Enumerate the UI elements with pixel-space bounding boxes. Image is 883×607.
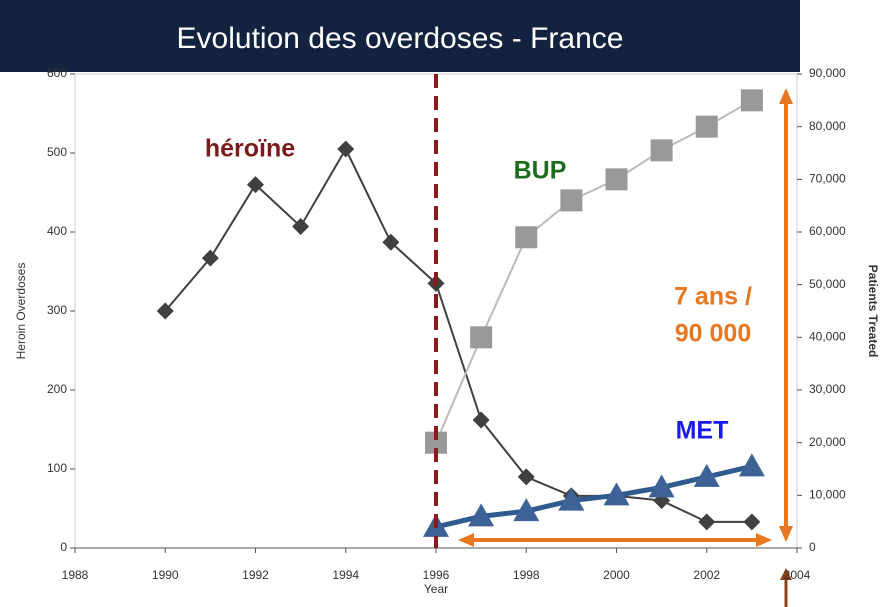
y2-axis-label: Patients Treated	[866, 265, 880, 358]
y-tick-label: 400	[47, 224, 67, 238]
y-axis-label: Heroin Overdoses	[14, 263, 28, 360]
y2-tick-label: 60,000	[809, 224, 846, 238]
y2-tick-label: 50,000	[809, 277, 846, 291]
y-tick-label: 100	[47, 461, 67, 475]
y2-tick-label: 70,000	[809, 172, 846, 186]
marker	[470, 326, 493, 349]
x-tick-label: 1988	[62, 568, 89, 582]
y2-tick-label: 10,000	[809, 488, 846, 502]
marker	[698, 513, 716, 531]
x-axis-label: Year	[424, 582, 448, 596]
series-label: MET	[676, 417, 729, 445]
marker	[156, 302, 174, 320]
y2-tick-label: 0	[809, 540, 816, 554]
marker	[695, 115, 718, 138]
marker	[603, 482, 630, 506]
marker	[693, 463, 720, 487]
series-label: BUP	[514, 157, 567, 185]
x-tick-label: 2002	[693, 568, 720, 582]
marker	[382, 233, 400, 251]
marker	[517, 468, 535, 486]
x-tick-label: 1996	[423, 568, 450, 582]
arrow-head	[458, 533, 474, 547]
y-tick-label: 500	[47, 145, 67, 159]
y2-tick-label: 90,000	[809, 66, 846, 80]
arrows	[458, 88, 793, 607]
marker	[247, 176, 264, 194]
marker	[650, 139, 673, 162]
x-tick-label: 1998	[513, 568, 540, 582]
annotation: 90 000	[675, 320, 751, 348]
marker	[648, 474, 675, 498]
x-tick-label: 1992	[242, 568, 269, 582]
annotation: 7 ans /	[674, 283, 752, 311]
arrow-head	[779, 88, 793, 104]
marker	[513, 498, 540, 522]
marker	[337, 140, 355, 158]
x-tick-label: 2004	[784, 568, 811, 582]
series-label: héroïne	[205, 135, 295, 163]
x-tick-label: 1994	[332, 568, 359, 582]
marker	[738, 453, 765, 477]
marker	[605, 168, 628, 191]
marker	[425, 431, 447, 454]
chart-title: Evolution des overdoses - France	[177, 22, 624, 55]
y2-tick-label: 20,000	[809, 435, 846, 449]
series-line	[164, 146, 752, 523]
marker	[515, 226, 538, 249]
arrow-head	[779, 526, 793, 542]
y-tick-label: 600	[47, 66, 67, 80]
marker	[201, 249, 219, 267]
arrow-head	[756, 533, 772, 547]
y-tick-label: 300	[47, 303, 67, 317]
marker	[558, 487, 585, 511]
series-line	[435, 99, 753, 444]
marker	[468, 503, 495, 527]
y2-tick-label: 40,000	[809, 330, 846, 344]
arrow-head	[780, 568, 792, 580]
y-tick-label: 200	[47, 382, 67, 396]
y2-tick-label: 80,000	[809, 119, 846, 133]
x-tick-label: 2000	[603, 568, 630, 582]
marker	[292, 217, 310, 235]
y2-tick-label: 30,000	[809, 382, 846, 396]
marker	[743, 513, 761, 531]
marker	[472, 411, 490, 429]
y-tick-label: 0	[60, 540, 67, 554]
title-banner	[0, 0, 800, 72]
x-tick-label: 1990	[152, 568, 179, 582]
marker	[740, 89, 763, 112]
marker	[560, 189, 583, 212]
